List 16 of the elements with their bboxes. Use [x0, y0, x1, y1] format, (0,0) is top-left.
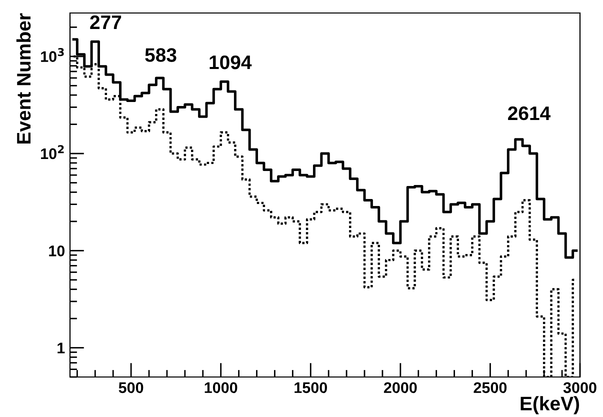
x-tick-label: 2000	[384, 382, 417, 394]
x-tick-label: 3000	[563, 382, 596, 394]
y-tick-label: 10$^{3}$	[41, 48, 64, 62]
y-axis-title: Event Number	[16, 13, 31, 144]
annotation: 583	[145, 48, 176, 62]
y-tick-label: 1	[58, 342, 65, 354]
x-tick-label: 500	[118, 382, 144, 394]
annotation: 2614	[508, 106, 551, 120]
annotation: 277	[90, 15, 122, 29]
x-tick-label: 2500	[474, 382, 507, 394]
y-tick-label: 10	[49, 246, 65, 256]
annotation: 1094	[210, 55, 252, 70]
x-tick-label: 1500	[294, 382, 328, 394]
y-tick-label: 10$^{2}$	[41, 145, 64, 160]
x-tick-label: 1000	[204, 382, 238, 394]
x-axis-title: E(keV)	[520, 396, 580, 414]
